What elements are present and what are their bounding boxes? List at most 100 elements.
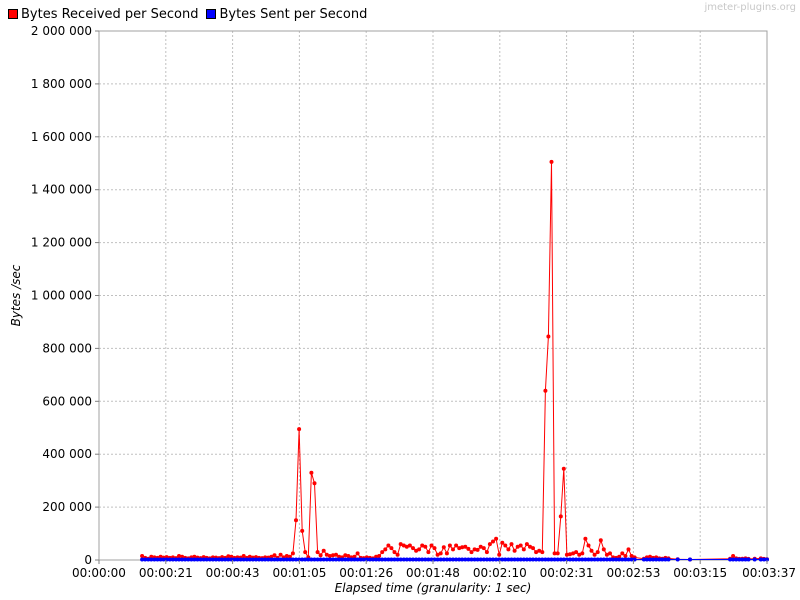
data-point [487,542,492,547]
data-point [380,557,385,562]
y-tick-label: 1 400 000 [31,183,92,197]
data-point [457,557,462,562]
x-tick-label: 00:02:31 [540,566,594,580]
data-point [534,557,539,562]
data-point [432,546,437,551]
data-point [765,557,769,562]
data-point [494,536,499,541]
data-point [552,551,557,556]
data-point [546,334,551,339]
data-point [423,557,428,562]
data-point [528,544,532,549]
data-point [303,550,308,555]
data-point [524,542,529,547]
y-tick-label: 600 000 [42,394,92,408]
data-point [552,557,557,562]
data-point [327,557,332,562]
data-point [524,557,529,562]
data-point [294,518,298,523]
data-point [731,557,736,562]
data-point [331,553,335,558]
data-point [426,550,431,555]
data-point [598,538,603,543]
y-tick-label: 1 800 000 [31,77,92,91]
x-tick-label: 00:03:15 [673,566,727,580]
data-point [340,557,345,562]
data-point [294,557,298,562]
legend-swatch-sent [206,9,217,19]
data-point [241,557,246,562]
data-point [484,550,489,555]
data-point [574,550,579,555]
data-point [435,552,440,557]
data-point [303,557,308,562]
data-point [546,557,551,562]
data-point [472,547,477,552]
data-point [349,557,354,562]
data-point [555,557,560,562]
data-point [290,557,295,562]
legend-swatch-received [8,9,18,19]
data-point [512,548,517,553]
data-point [155,557,160,562]
data-point [466,557,471,562]
data-point [226,557,231,562]
data-point [327,554,332,558]
data-point [451,547,455,552]
data-point [220,557,225,562]
data-point [180,557,185,562]
data-point [604,557,609,562]
data-point [444,557,449,562]
data-point [275,557,280,562]
x-tick-label: 00:01:48 [406,566,460,580]
legend-label-sent: Bytes Sent per Second [219,6,368,22]
x-tick-label: 00:00:00 [72,566,126,580]
data-point [331,557,335,562]
data-point [278,552,283,557]
data-point [284,557,289,562]
data-point [146,557,151,562]
data-point [500,540,505,545]
data-point [743,557,748,562]
data-point [506,557,511,562]
x-tick-label: 00:03:37 [742,566,796,580]
data-point [611,557,616,562]
data-point [297,557,302,562]
data-point [174,557,178,562]
data-point [457,546,462,551]
data-point [447,543,452,548]
data-point [549,159,554,164]
data-point [287,557,292,562]
data-point [186,557,191,562]
data-point [395,552,400,557]
x-tick-label: 00:01:05 [272,566,326,580]
series-bytes-sent [140,557,769,562]
data-point [429,543,434,548]
y-tick-label: 2 000 000 [31,24,92,38]
data-point [324,552,329,557]
data-point [377,554,382,558]
data-point [623,554,628,558]
data-point [528,557,532,562]
data-point [441,545,446,550]
data-point [232,557,237,562]
y-tick-label: 1 000 000 [31,289,92,303]
data-point [343,557,348,562]
data-point [478,544,483,549]
x-tick-label: 00:00:21 [139,566,193,580]
watermark: jmeter-plugins.org [704,2,796,13]
data-point [198,557,203,562]
data-point [509,557,514,562]
data-point [503,557,508,562]
data-point [740,557,745,562]
data-point [608,557,612,562]
data-point [152,557,157,562]
data-point [626,547,631,552]
data-point [250,557,255,562]
legend-entry-sent: Bytes Sent per Second [206,7,367,22]
data-point [315,557,320,562]
data-point [463,544,468,549]
data-point [398,557,403,562]
data-point [355,557,360,562]
